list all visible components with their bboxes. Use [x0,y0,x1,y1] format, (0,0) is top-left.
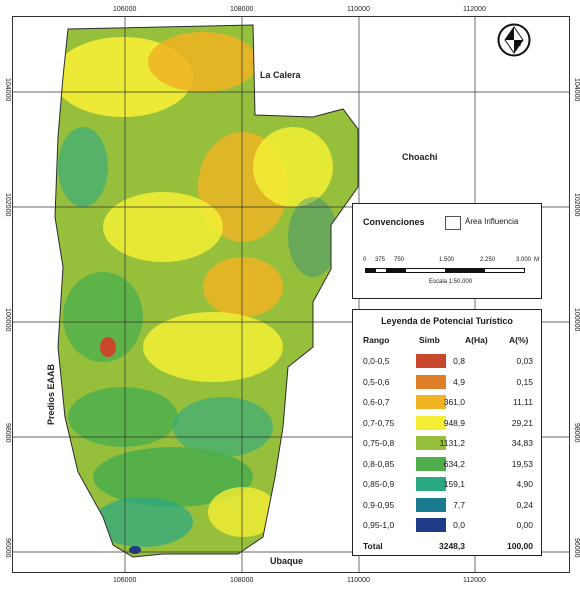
scale-tick-label: 1.500 [439,257,455,263]
legend-range: 0,85-0,9 [363,479,395,489]
legend-box: Leyenda de Potencial Turístico Rango Sim… [352,309,542,556]
scale-bar [365,268,525,273]
grid-x-label-bottom: 106000 [113,577,137,584]
scale-tick-label: 375 [375,257,386,263]
place-label-predios-eaab: Predios EAAB [46,363,56,425]
legend-area-ha: 0,0 [453,520,465,530]
grid-y-label-left: 98000 [4,423,11,443]
legend-row: 0,7-0,75 948,9 29,21 [353,415,541,432]
legend-total-percent: 100,00 [507,540,533,551]
legend-percent: 0,03 [516,356,533,366]
legend-total-label: Total [363,540,383,551]
legend-percent: 0,00 [516,520,533,530]
area-influence-label: Área Influencia [465,217,519,226]
legend-percent: 0,15 [516,376,533,387]
scale-tick-label: 0 [363,257,367,263]
legend-range: 0,7-0,75 [363,417,395,428]
legend-row: 0,0-0,5 0,8 0,03 [353,353,541,370]
place-label-ubaque: Ubaque [270,556,304,566]
legend-header-symbol: Simb [419,335,440,345]
legend-title: Leyenda de Potencial Turístico [381,316,513,326]
scale-unit: M [534,257,539,263]
legend-percent: 34,83 [511,438,533,448]
map-canvas [13,17,569,572]
legend-header-range: Rango [363,335,390,345]
legend-row: 0,5-0,6 4,9 0,15 [353,374,541,391]
legend-range: 0,95-1,0 [363,520,395,530]
legend-area-ha: 0,8 [453,356,465,366]
legend-percent: 0,24 [516,499,533,510]
legend-row: 0,8-0,85 634,2 19,53 [353,456,541,473]
place-label-choachi: Choachi [402,152,438,162]
legend-swatch [416,518,446,532]
legend-swatch [416,374,446,389]
grid-x-label-top: 112000 [463,6,486,13]
legend-row: 0,75-0,8 1131,2 34,83 [353,435,541,452]
grid-y-label-right: 98000 [573,423,580,443]
legend-area-ha: 361,0 [443,397,465,407]
grid-y-label-right: 102000 [573,193,580,217]
legend-percent: 29,21 [511,417,533,428]
legend-total-row: Total 3248,3 100,00 [353,538,541,555]
legend-range: 0,6-0,7 [363,397,390,407]
scale-tick-label: 750 [394,257,405,263]
legend-swatch [416,354,446,368]
scale-tick-label: 2.250 [480,257,496,263]
grid-x-label-top: 106000 [113,6,137,13]
legend-range: 0,9-0,95 [363,499,395,510]
scale-caption: Escala 1:50.000 [429,279,473,285]
grid-y-label-left: 96000 [4,538,11,558]
north-arrow-icon: N [497,23,531,57]
legend-row: 0,85-0,9 159,1 4,90 [353,476,541,493]
legend-swatch [416,436,446,450]
legend-area-ha: 7,7 [453,499,465,510]
legend-swatch [416,395,446,409]
legend-header-percent: A(%) [509,335,529,345]
legend-row: 0,95-1,0 0,0 0,00 [353,517,541,534]
legend-percent: 11,11 [512,397,533,407]
grid-y-label-right: 104000 [573,78,580,102]
legend-range: 0,8-0,85 [363,458,395,469]
grid-y-label-right: 96000 [573,538,580,558]
legend-header-area: A(Ha) [465,335,488,345]
grid-x-label-top: 108000 [230,6,254,13]
legend-range: 0,5-0,6 [363,376,390,387]
grid-x-label-bottom: 112000 [463,577,486,584]
legend-area-ha: 948,9 [443,417,465,428]
legend-swatch [416,415,446,430]
legend-swatch [416,497,446,512]
grid-x-label-top: 110000 [347,6,370,13]
conventions-title: Convenciones [363,217,425,227]
grid-x-label-bottom: 108000 [230,577,254,584]
legend-row: 0,6-0,7 361,0 11,11 [353,394,541,411]
scale-tick-label: 3.000 [516,257,532,263]
legend-percent: 4,90 [516,479,533,489]
legend-swatch [416,456,446,471]
grid-y-label-left: 104000 [4,78,11,102]
legend-percent: 19,53 [511,458,533,469]
legend-area-ha: 4,9 [453,376,465,387]
area-influence-swatch [445,216,461,230]
conventions-box: Convenciones Área Influencia 0 375 750 1… [352,203,542,299]
potential-raster [55,25,358,557]
grid-y-label-left: 102000 [4,193,11,217]
legend-range: 0,0-0,5 [363,356,390,366]
legend-swatch [416,477,446,491]
north-letter: N [516,41,521,48]
legend-area-ha: 159,1 [443,479,465,489]
grid-x-label-bottom: 110000 [347,577,370,584]
legend-area-ha: 1131,2 [439,438,465,448]
legend-row: 0,9-0,95 7,7 0,24 [353,497,541,514]
legend-total-area: 3248,3 [439,540,465,551]
place-label-la-calera: La Calera [260,70,301,80]
legend-range: 0,75-0,8 [363,438,395,448]
grid-y-label-right: 100000 [573,308,580,332]
grid-y-label-left: 100000 [4,308,11,332]
legend-area-ha: 634,2 [443,458,465,469]
